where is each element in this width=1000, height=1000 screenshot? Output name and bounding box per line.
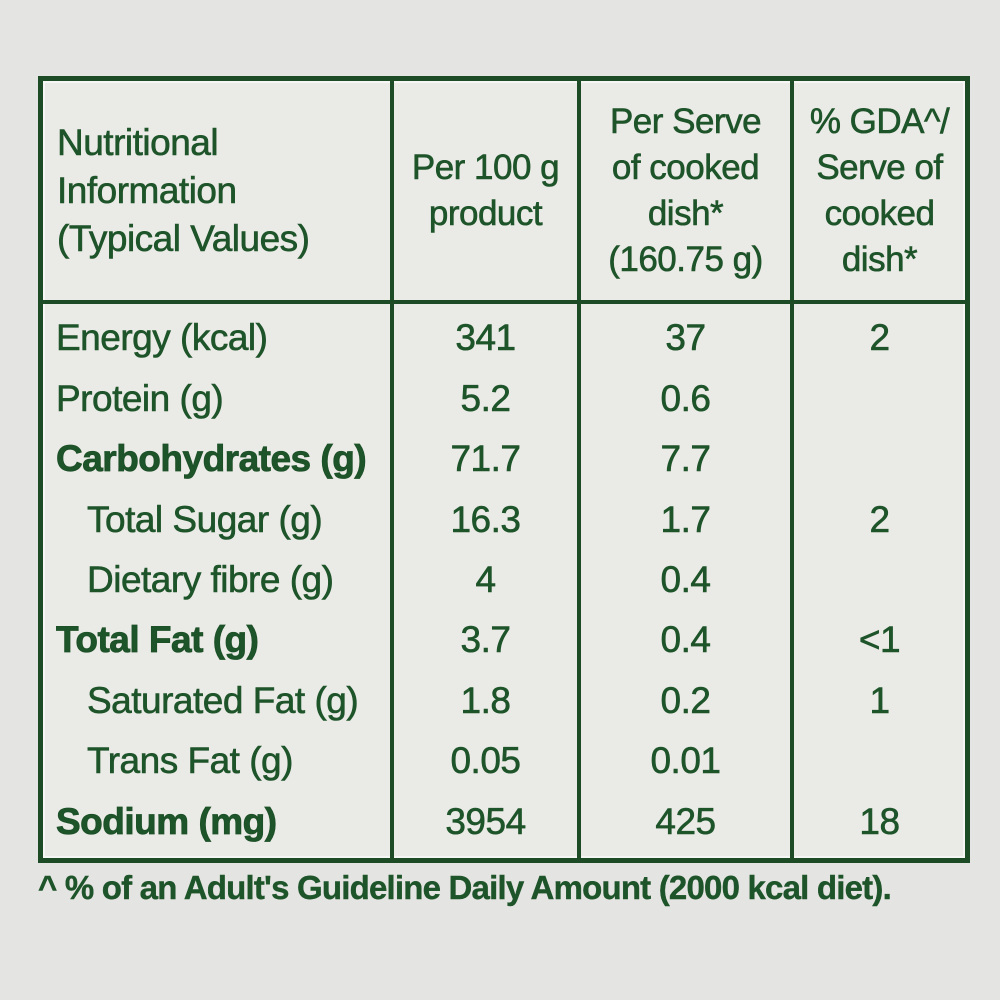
nutrition-table: Nutritional Information (Typical Values)… xyxy=(38,76,970,863)
column-gda-values: 2 2 <1 1 18 xyxy=(794,304,965,858)
column-nutrient-labels: Energy (kcal) Protein (g) Carbohydrates … xyxy=(43,304,394,858)
value-gda xyxy=(794,368,965,428)
value-per100g: 341 xyxy=(455,317,516,359)
row-label-protein: Protein (g) xyxy=(56,377,224,419)
row-label-saturated-fat: Saturated Fat (g) xyxy=(87,679,359,722)
value-per-serve: 0.2 xyxy=(660,679,711,722)
value-gda: 2 xyxy=(869,498,890,540)
row-label-total-sugar: Total Sugar (g) xyxy=(87,498,323,540)
header-line: Serve of xyxy=(816,147,943,187)
row-label-energy: Energy (kcal) xyxy=(56,317,269,359)
row-label-dietary-fibre: Dietary fibre (g) xyxy=(87,558,335,601)
header-gda: % GDA^/ Serve of cooked dish* xyxy=(794,81,965,304)
value-per100g: 3.7 xyxy=(460,619,511,661)
value-gda: 2 xyxy=(869,317,890,359)
header-line: Information xyxy=(57,169,238,211)
row-label-carbohydrates: Carbohydrates (g) xyxy=(56,438,367,480)
row-label-trans-fat: Trans Fat (g) xyxy=(87,740,294,782)
value-per100g: 16.3 xyxy=(450,498,521,540)
value-gda: <1 xyxy=(858,619,901,661)
value-gda xyxy=(794,731,965,791)
header-line: Per Serve xyxy=(609,101,762,141)
value-per100g: 1.8 xyxy=(460,679,511,722)
header-line: product xyxy=(428,193,543,233)
column-per-100g-values: 341 5.2 71.7 16.3 4 3.7 1.8 0.05 3954 xyxy=(394,304,581,858)
value-gda: 18 xyxy=(859,800,900,842)
value-per100g: 71.7 xyxy=(450,438,521,480)
value-gda xyxy=(794,550,965,610)
header-line: dish* xyxy=(647,193,724,233)
header-line: (Typical Values) xyxy=(57,217,311,259)
header-line: of cooked xyxy=(611,147,760,187)
header-line: % GDA^/ xyxy=(809,101,950,141)
row-label-sodium: Sodium (mg) xyxy=(56,800,278,842)
value-per-serve: 0.4 xyxy=(660,619,711,661)
value-per100g: 4 xyxy=(475,558,496,601)
header-nutritional-information: Nutritional Information (Typical Values) xyxy=(43,81,394,304)
value-per-serve: 425 xyxy=(655,800,716,842)
value-per-serve: 7.7 xyxy=(660,438,711,480)
value-per100g: 5.2 xyxy=(460,377,511,419)
gda-footnote: ^ % of an Adult's Guideline Daily Amount… xyxy=(38,869,892,906)
header-per-100g: Per 100 g product xyxy=(394,81,581,304)
value-per-serve: 1.7 xyxy=(660,498,711,540)
value-gda xyxy=(794,429,965,489)
value-per-serve: 37 xyxy=(665,317,706,359)
header-line: (160.75 g) xyxy=(608,239,764,279)
column-per-serve-values: 37 0.6 7.7 1.7 0.4 0.4 0.2 0.01 425 xyxy=(581,304,794,858)
value-per100g: 0.05 xyxy=(450,740,521,782)
value-gda: 1 xyxy=(869,679,890,722)
row-label-total-fat: Total Fat (g) xyxy=(56,619,260,661)
value-per-serve: 0.4 xyxy=(660,558,711,601)
header-per-serve: Per Serve of cooked dish* (160.75 g) xyxy=(581,81,794,304)
header-line: Per 100 g xyxy=(411,147,560,187)
value-per100g: 3954 xyxy=(445,800,526,842)
value-per-serve: 0.6 xyxy=(660,377,711,419)
header-line: Nutritional xyxy=(57,121,219,163)
value-per-serve: 0.01 xyxy=(650,740,721,782)
header-line: cooked xyxy=(824,193,935,233)
header-line: dish* xyxy=(841,239,918,279)
